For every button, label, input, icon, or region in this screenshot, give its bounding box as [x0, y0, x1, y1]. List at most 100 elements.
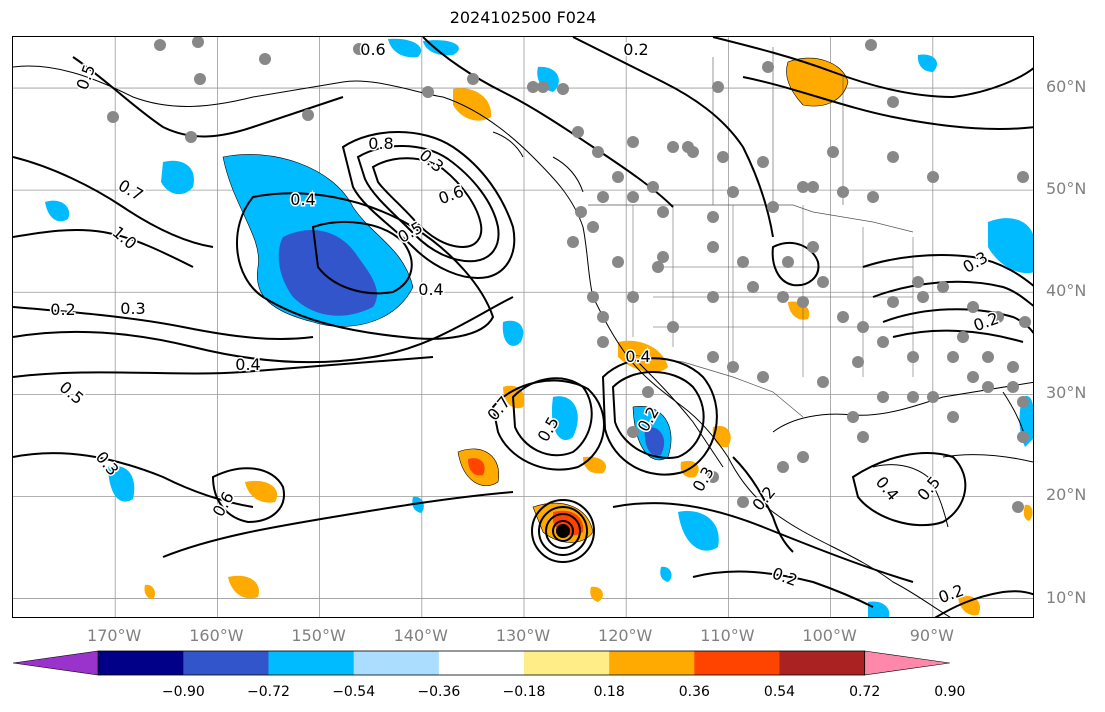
negative-anomaly-area: [988, 218, 1033, 274]
contour-ring: [531, 499, 595, 563]
shading-layer: [45, 38, 1033, 617]
positive-anomaly-area: [453, 88, 492, 121]
station-dot: [1017, 431, 1029, 443]
station-dot: [877, 391, 889, 403]
station-dot: [762, 61, 774, 73]
longitude-label: 140°W: [393, 626, 448, 645]
station-dot: [982, 351, 994, 363]
contour-line: [236, 192, 495, 340]
station-dot: [597, 336, 609, 348]
station-dot: [797, 296, 809, 308]
station-dot: [967, 371, 979, 383]
contour-line: [692, 570, 874, 608]
contour-label: 0.4: [290, 190, 315, 209]
station-dot: [612, 171, 624, 183]
station-dot: [707, 291, 719, 303]
contour-line: [862, 254, 1033, 287]
positive-anomaly-area: [958, 595, 981, 616]
negative-anomaly-area: [412, 496, 424, 513]
station-dot: [575, 206, 587, 218]
longitude-label: 160°W: [189, 626, 244, 645]
station-dot: [747, 281, 759, 293]
contour-label: 0.3: [959, 248, 991, 277]
station-dot: [154, 39, 166, 51]
station-dot: [957, 331, 969, 343]
station-dot: [837, 311, 849, 323]
contour-label: 1.0: [109, 222, 141, 253]
contour-line: [311, 221, 413, 295]
positive-anomaly-area: [583, 456, 607, 474]
station-dot: [1007, 381, 1019, 393]
station-dot: [927, 171, 939, 183]
station-dot: [782, 256, 794, 268]
contour-label: 0.4: [235, 355, 260, 374]
station-dot: [917, 291, 929, 303]
station-dot: [777, 461, 789, 473]
map-canvas: 0.5 0.6 0.8 0.2 0.4 0.7 1.0 0.3 0.6 0.5 0.4 0.3 0.2 0…: [13, 37, 1033, 617]
longitude-label: 150°W: [291, 626, 346, 645]
province-border: [712, 47, 844, 205]
longitude-label: 130°W: [495, 626, 551, 645]
station-dot: [1017, 171, 1029, 183]
contour-line: [356, 145, 500, 263]
station-dot: [1012, 501, 1024, 513]
contour-ring: [538, 506, 588, 556]
anomaly-outline: [532, 502, 594, 543]
station-dot: [612, 256, 624, 268]
positive-anomaly-area: [1023, 504, 1033, 521]
station-dot: [907, 391, 919, 403]
negative-anomaly-area: [660, 566, 672, 582]
contour-line: [712, 37, 1033, 99]
colorbar-tick-label: 0.90: [934, 684, 966, 700]
contour-line: [162, 491, 514, 558]
contour-line: [612, 502, 914, 583]
longitude-label: 170°W: [87, 626, 142, 645]
station-dot: [912, 276, 924, 288]
station-dot: [817, 276, 829, 288]
contour-label: 0.7: [115, 176, 147, 205]
longitude-label: 100°W: [802, 626, 857, 645]
contour-line: [13, 156, 214, 248]
latitude-label: 20°N: [1046, 485, 1087, 505]
station-dot: [857, 431, 869, 443]
contour-line: [13, 296, 514, 364]
station-dot: [807, 241, 819, 253]
contour-line: [72, 56, 344, 138]
contour-ring: [552, 520, 574, 542]
longitude-label: 120°W: [598, 626, 653, 645]
contour-ring: [545, 513, 581, 549]
station-dot: [627, 136, 639, 148]
negative-anomaly-area: [108, 466, 135, 502]
station-dot: [587, 221, 599, 233]
colorbar-tick-label: −0.90: [161, 684, 205, 700]
station-dot: [887, 151, 899, 163]
contour-line: [872, 280, 1033, 307]
contour-label: 0.5: [394, 218, 426, 247]
station-dot: [887, 296, 899, 308]
colorbar-segment: [438, 651, 525, 675]
colorbar-segment: [779, 651, 866, 675]
contour-label: 0.4: [625, 347, 650, 366]
station-dot: [627, 191, 639, 203]
strong-negative-anomaly-area: [644, 426, 665, 456]
storm-center-marker: [556, 524, 570, 538]
negative-anomaly-area: [388, 38, 422, 58]
map-panel: 0.5 0.6 0.8 0.2 0.4 0.7 1.0 0.3 0.6 0.5 0.4 0.3 0.2 0…: [12, 36, 1034, 618]
colorbar-tick-label: −0.18: [502, 684, 546, 700]
station-dot: [627, 291, 639, 303]
station-dot: [727, 186, 739, 198]
contour-label: 0.2: [50, 300, 75, 319]
station-dot: [422, 86, 434, 98]
station-dot: [707, 351, 719, 363]
station-dot: [717, 151, 729, 163]
station-dot: [887, 96, 899, 108]
station-dot: [947, 411, 959, 423]
positive-anomaly-area: [590, 586, 603, 602]
station-dot: [687, 146, 699, 158]
station-dot: [259, 53, 271, 65]
positive-anomaly-area: [245, 480, 278, 503]
colorbar: [12, 650, 950, 676]
contour-line: [422, 37, 674, 208]
station-dot: [1019, 316, 1031, 328]
contour-label: 0.2: [623, 40, 648, 59]
